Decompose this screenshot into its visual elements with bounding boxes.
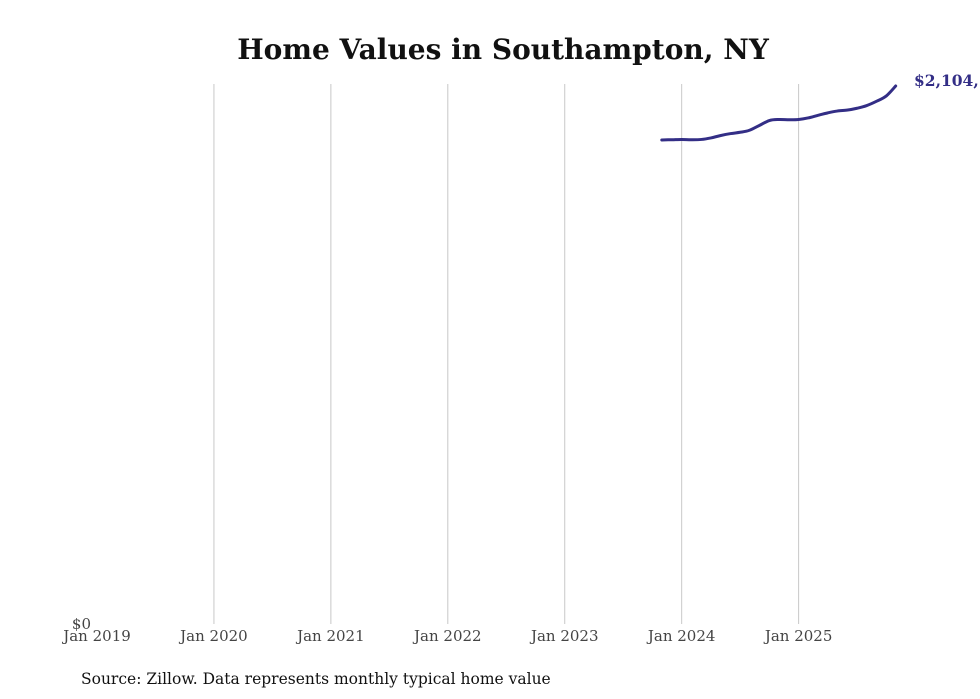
data-point xyxy=(671,138,674,141)
data-point xyxy=(759,124,762,127)
x-tick-label: Jan 2024 xyxy=(646,627,716,645)
data-point xyxy=(748,129,751,132)
data-point xyxy=(865,104,868,107)
data-point xyxy=(875,100,878,103)
x-tick-label: Jan 2025 xyxy=(763,627,833,645)
data-point xyxy=(660,138,663,141)
x-tick-label: Jan 2022 xyxy=(412,627,482,645)
data-point xyxy=(846,109,849,112)
end-value-label: $2,104, xyxy=(914,71,979,90)
x-tick-label: Jan 2023 xyxy=(529,627,599,645)
x-tick-label: Jan 2019 xyxy=(61,627,131,645)
data-point xyxy=(777,118,780,121)
series-line xyxy=(660,84,898,142)
data-point xyxy=(729,132,732,135)
chart-title: Home Values in Southampton, NY xyxy=(237,33,770,66)
x-tick-label: Jan 2021 xyxy=(295,627,365,645)
data-point xyxy=(856,107,859,110)
series-layer xyxy=(660,84,898,142)
grid-lines xyxy=(213,84,800,624)
data-point xyxy=(797,118,800,121)
data-point xyxy=(680,138,683,141)
data-point xyxy=(817,114,820,117)
data-point xyxy=(788,118,791,121)
data-point xyxy=(894,85,897,88)
data-point xyxy=(836,110,839,113)
data-point xyxy=(709,136,712,139)
data-point xyxy=(690,138,693,141)
data-point xyxy=(826,111,829,114)
data-point xyxy=(885,94,888,97)
x-tick-label: Jan 2020 xyxy=(178,627,248,645)
source-note: Source: Zillow. Data represents monthly … xyxy=(81,670,551,688)
data-point xyxy=(700,138,703,141)
data-point xyxy=(739,131,742,134)
x-axis-ticks: Jan 2019 Jan 2020 Jan 2021 Jan 2022 Jan 2023… xyxy=(61,627,832,645)
y-axis-ticks: $0 xyxy=(72,615,91,633)
data-point xyxy=(719,134,722,137)
y-tick-label: $0 xyxy=(72,615,91,633)
data-point xyxy=(768,119,771,122)
data-point xyxy=(806,116,809,119)
